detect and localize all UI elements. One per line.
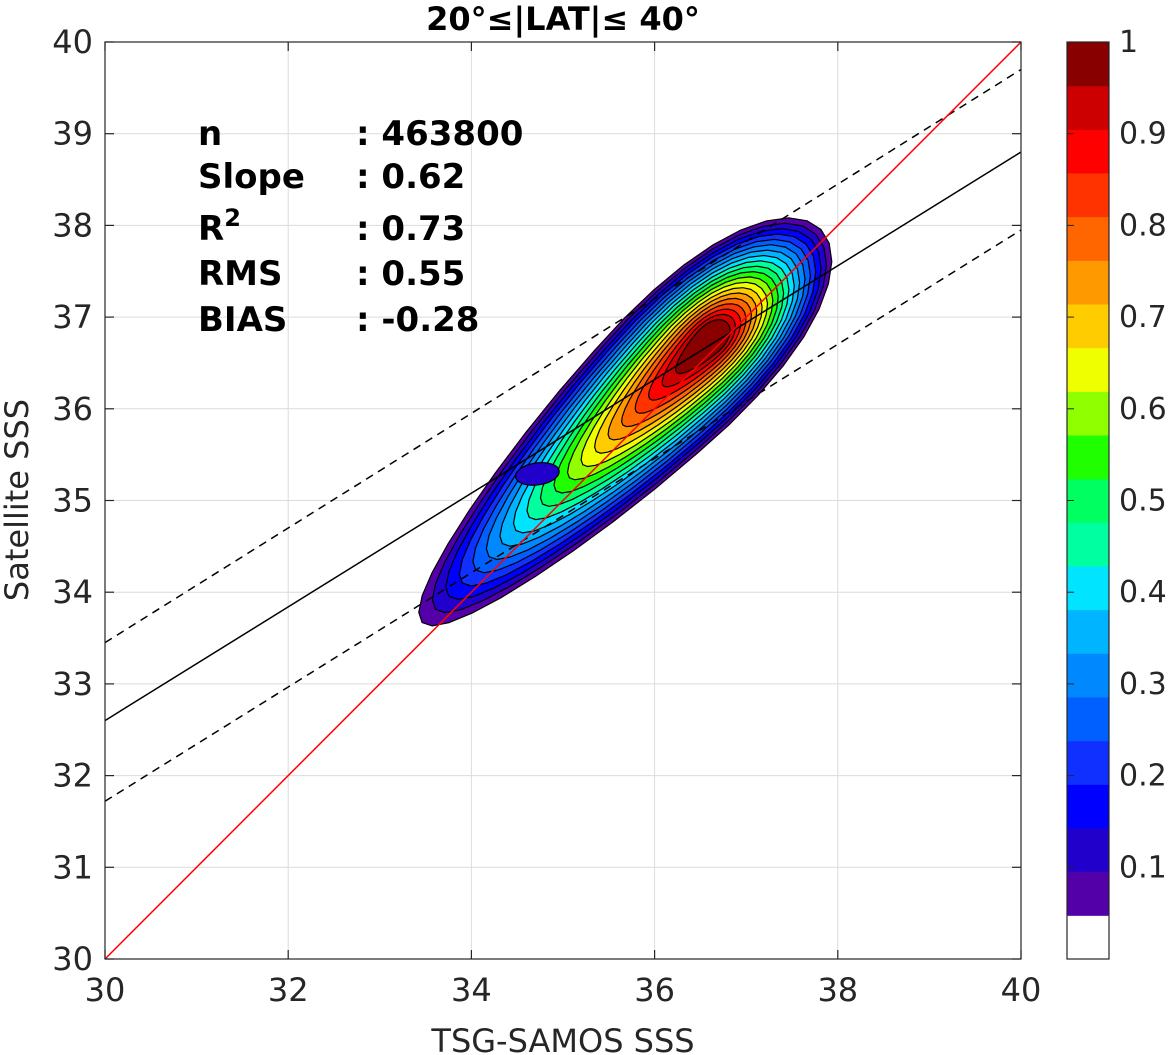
y-tick-label: 39 [52,115,93,153]
density-contours [418,217,833,627]
colorbar-segment [1067,85,1109,130]
colorbar-segment [1067,566,1109,611]
colorbar-tick-label: 0.1 [1119,850,1167,885]
y-tick-label: 40 [52,23,93,61]
one-to-one-line [105,42,1021,959]
x-axis-label: TSG-SAMOS SSS [430,1022,694,1055]
fit-lines [105,42,1021,959]
colorbar-segment [1067,653,1109,698]
colorbar-segment [1067,915,1109,960]
colorbar-tick-label: 0.3 [1119,667,1167,702]
colorbar-segment [1067,871,1109,916]
y-axis-label: Satellite SSS [0,399,36,601]
x-tick-label: 30 [85,971,126,1009]
lower-bound-line [105,229,1021,802]
y-tick-label: 32 [52,757,93,795]
stat-value: : 0.62 [356,157,465,197]
axis-ticks: 30 32 34 36 38 40 30 31 32 33 34 35 36 37 38 39 40 [52,23,1041,1009]
chart-title: 20°≤|LAT|≤ 40° [426,0,700,39]
stat-label: RMS [198,254,283,294]
colorbar-segment [1067,260,1109,305]
colorbar-segment [1067,828,1109,873]
colorbar-segment [1067,173,1109,218]
colorbar-segment [1067,697,1109,742]
x-tick-label: 38 [817,971,858,1009]
stat-label: n [198,114,222,154]
colorbar-segment [1067,216,1109,261]
y-tick-label: 36 [52,390,93,428]
colorbar-segment [1067,347,1109,392]
colorbar-segment [1067,42,1109,87]
y-tick-label: 30 [52,940,93,978]
colorbar-segment [1067,522,1109,567]
colorbar-tick-label: 0.7 [1119,300,1167,335]
colorbar-tick-label: 0.6 [1119,392,1167,427]
y-tick-label: 34 [52,573,93,611]
colorbar-tick-label: 0.5 [1119,484,1167,519]
colorbar: 0.1 0.2 0.3 0.4 0.5 0.6 0.7 0.8 0.9 1 [1066,25,1167,960]
colorbar-segment [1067,129,1109,174]
y-tick-label: 35 [52,482,93,520]
colorbar-tick-label: 1 [1119,25,1138,60]
colorbar-segment [1067,391,1109,436]
x-tick-label: 40 [1001,971,1042,1009]
x-tick-label: 34 [451,971,492,1009]
stat-value: : 0.55 [356,254,465,294]
y-tick-label: 38 [52,206,93,244]
colorbar-segment [1067,609,1109,654]
stat-label: BIAS [198,300,287,340]
colorbar-tick-label: 0.4 [1119,575,1167,610]
colorbar-tick-label: 0.8 [1119,208,1167,243]
x-tick-label: 32 [268,971,309,1009]
contour-blob [514,461,560,486]
colorbar-segment [1067,435,1109,480]
y-tick-label: 37 [52,298,93,336]
colorbar-segment [1067,304,1109,349]
stat-value: : 463800 [356,114,523,154]
colorbar-tick-label: 0.9 [1119,117,1167,152]
contour-band [675,318,731,375]
x-tick-label: 36 [634,971,675,1009]
y-tick-label: 33 [52,665,93,703]
stat-value: : 0.73 [356,209,465,249]
regression-line [105,151,1021,722]
colorbar-tick-label: 0.2 [1119,759,1167,794]
colorbar-segment [1067,784,1109,829]
upper-bound-line [105,68,1021,644]
stat-value: : -0.28 [356,300,479,340]
y-tick-label: 31 [52,848,93,886]
stat-label: Slope [198,157,305,197]
colorbar-segment [1067,740,1109,785]
